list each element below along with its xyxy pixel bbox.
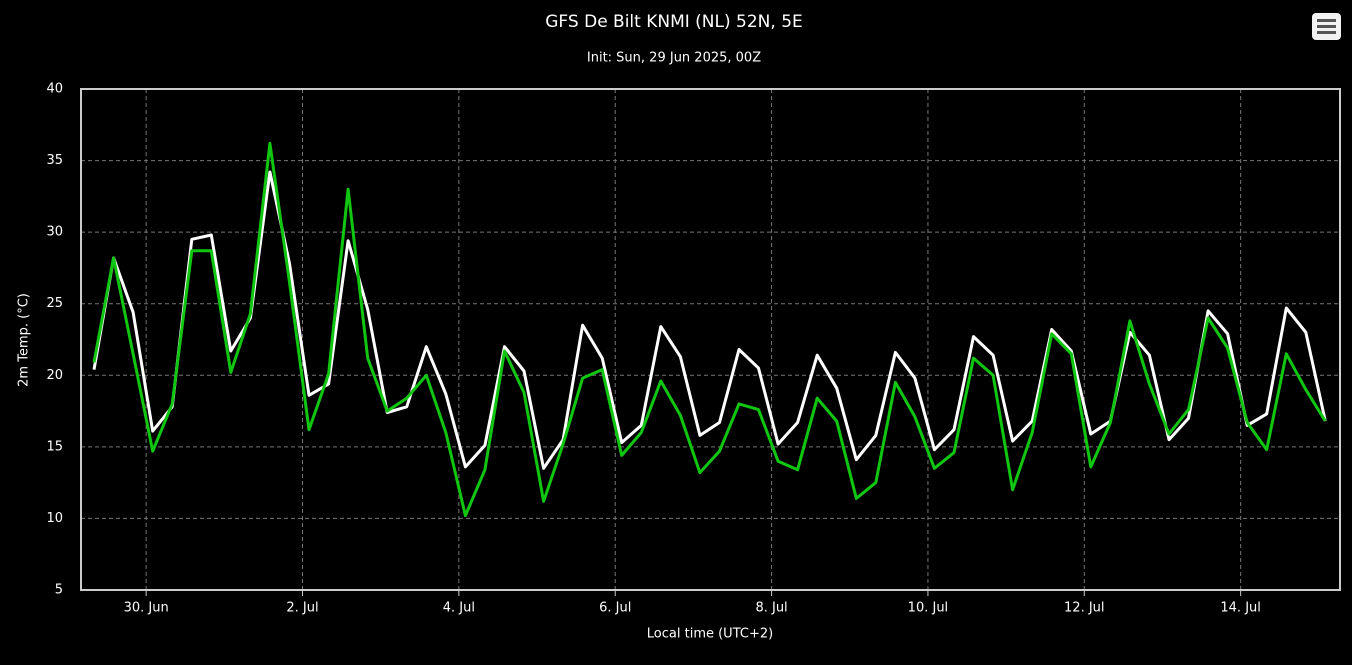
x-tick-label: 8. Jul bbox=[755, 601, 787, 616]
x-tick-label: 14. Jul bbox=[1220, 601, 1261, 616]
menu-bar[interactable] bbox=[1317, 19, 1336, 22]
x-axis-label: Local time (UTC+2) bbox=[647, 627, 773, 642]
x-tick-label: 30. Jun bbox=[124, 601, 169, 616]
menu-button[interactable] bbox=[1312, 13, 1341, 40]
x-tick-label: 10. Jul bbox=[908, 601, 949, 616]
y-tick-label: 5 bbox=[55, 583, 63, 598]
x-tick-label: 6. Jul bbox=[599, 601, 631, 616]
y-tick-label: 15 bbox=[46, 439, 63, 454]
x-tick-label: 12. Jul bbox=[1064, 601, 1105, 616]
y-axis-label: 2m Temp. (°C) bbox=[17, 293, 32, 387]
y-tick-label: 35 bbox=[46, 153, 63, 168]
menu-bar[interactable] bbox=[1317, 25, 1336, 28]
series-line bbox=[92, 141, 1327, 518]
series-line bbox=[92, 170, 1327, 470]
y-tick-label: 20 bbox=[46, 368, 63, 383]
plot-border bbox=[80, 88, 1341, 591]
y-tick-label: 40 bbox=[46, 82, 63, 97]
y-tick-label: 25 bbox=[46, 296, 63, 311]
chart-title: GFS De Bilt KNMI (NL) 52N, 5E bbox=[545, 12, 803, 32]
chart-subtitle: Init: Sun, 29 Jun 2025, 00Z bbox=[587, 51, 761, 66]
y-tick-label: 30 bbox=[46, 225, 63, 240]
x-tick-label: 4. Jul bbox=[443, 601, 475, 616]
menu-bar[interactable] bbox=[1317, 31, 1336, 34]
y-tick-label: 10 bbox=[46, 511, 63, 526]
x-tick-label: 2. Jul bbox=[286, 601, 318, 616]
